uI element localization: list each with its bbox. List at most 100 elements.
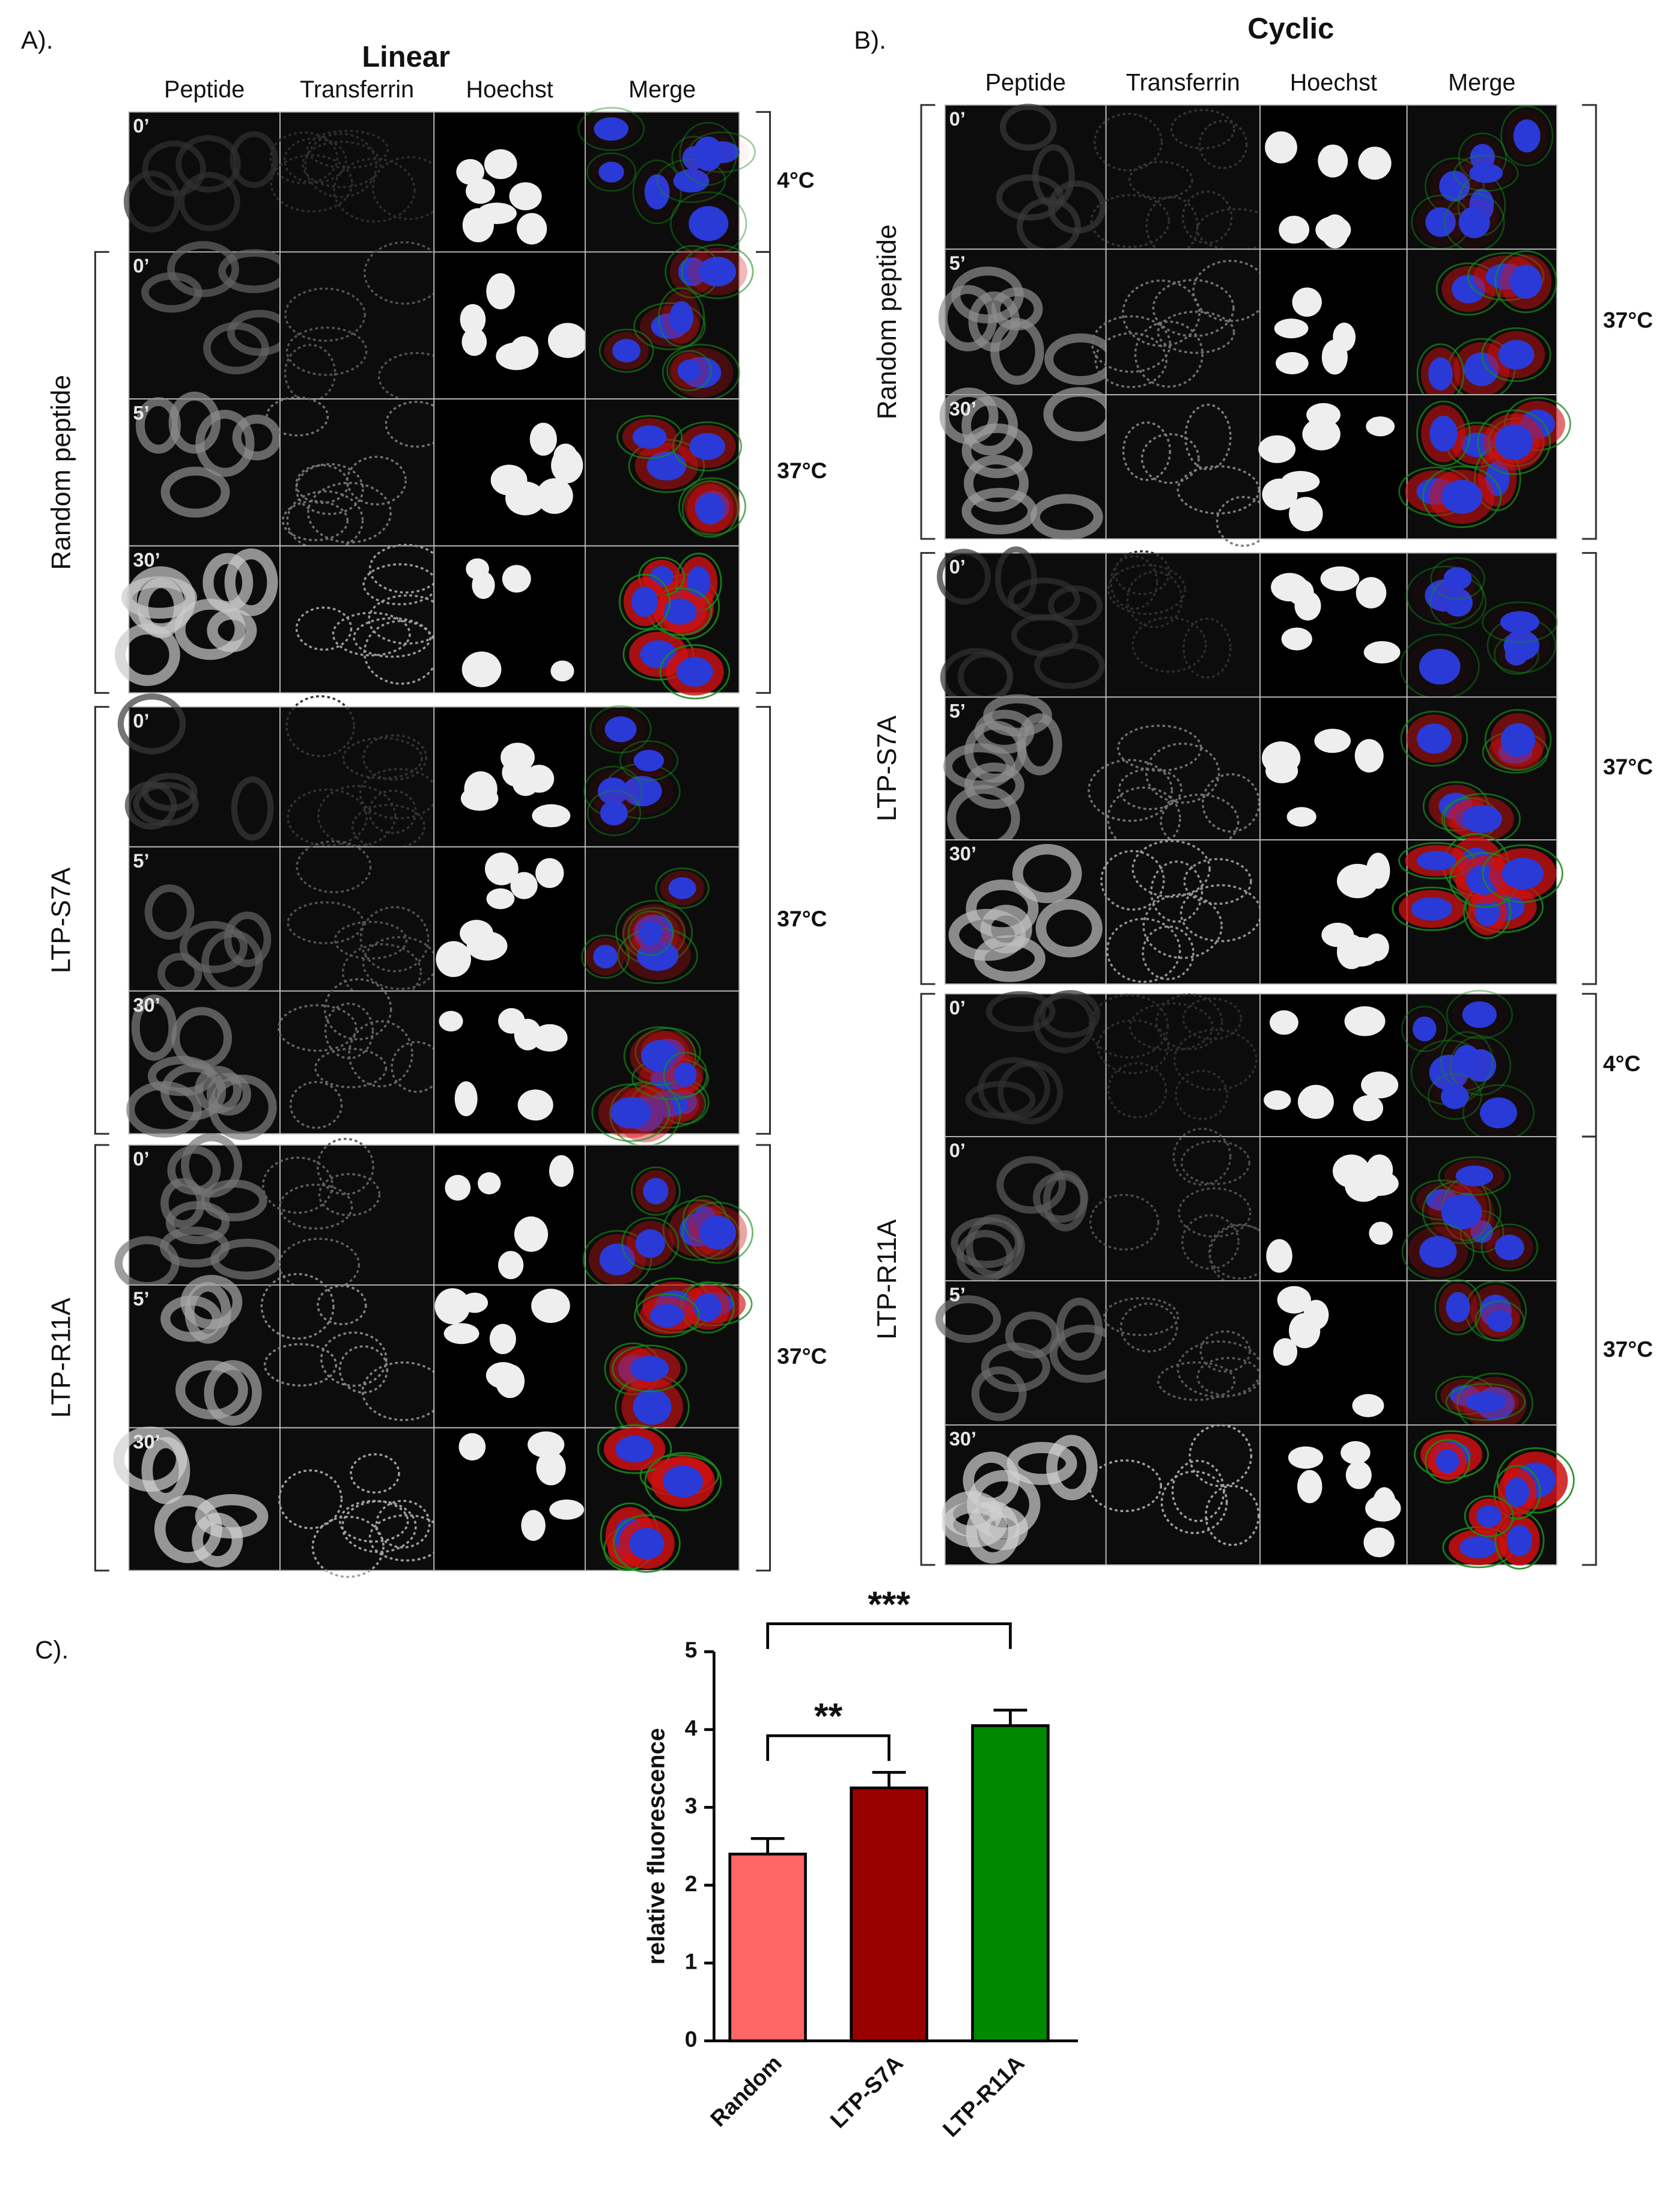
temperature-label: 37°C: [1603, 1336, 1653, 1361]
nucleus: [485, 852, 519, 886]
micrograph: [1259, 104, 1408, 250]
cell: [204, 1360, 262, 1426]
cell: [1033, 992, 1095, 1054]
nucleus: [1366, 416, 1395, 437]
cell-outline: [1494, 250, 1557, 314]
nucleus: [1500, 611, 1539, 634]
cell: [999, 103, 1057, 151]
y-axis-label: relative fluorescence: [644, 1728, 670, 1965]
cell-outline: [1128, 1002, 1214, 1051]
cell-outline: [1424, 1439, 1470, 1484]
nucleus: [549, 1500, 585, 1520]
cell: [160, 1226, 230, 1268]
cell-outline: [663, 1051, 708, 1098]
nucleus: [677, 359, 701, 382]
micrograph: [1259, 1280, 1408, 1426]
micrograph: [1259, 1136, 1408, 1281]
nucleus: [514, 1018, 541, 1051]
nucleus: [677, 657, 713, 687]
cell: [996, 174, 1064, 221]
cell: [168, 391, 221, 454]
micrograph: [113, 1426, 281, 1572]
micrograph: [585, 398, 746, 547]
nucleus: [1289, 1313, 1321, 1349]
nucleus: [529, 422, 557, 456]
cell-outline: [1110, 555, 1158, 610]
nucleus: [549, 1155, 574, 1187]
nucleus: [1276, 352, 1309, 375]
micrograph: [1258, 394, 1408, 539]
nucleus: [484, 149, 517, 180]
nucleus: [1502, 857, 1544, 890]
cell: [117, 693, 186, 755]
cell-outline: [586, 789, 642, 836]
cell-outline: [1181, 190, 1233, 245]
time-label: 0’: [949, 1139, 966, 1161]
cell-outline: [1131, 616, 1207, 673]
cell: [175, 135, 241, 193]
micrograph: [128, 241, 292, 400]
micrograph: [433, 990, 586, 1135]
cell-outline: [581, 934, 630, 979]
nucleus: [485, 1362, 521, 1389]
cell-outline: [1188, 1424, 1253, 1487]
group-bracket: [94, 706, 109, 1135]
cell: [973, 935, 1045, 982]
micrograph-background: [279, 1144, 435, 1286]
cell-outline: [586, 152, 637, 192]
micrograph: [939, 387, 1116, 540]
nucleus: [1320, 566, 1360, 591]
nucleus: [1345, 1461, 1372, 1489]
micrograph: [1259, 1424, 1408, 1566]
x-tick-label: Random: [705, 2050, 787, 2132]
cell: [1056, 1297, 1103, 1361]
nucleus: [650, 1304, 684, 1328]
nucleus: [439, 1010, 463, 1032]
micrograph: [128, 391, 282, 547]
micrograph: [577, 107, 756, 256]
micrograph: [1406, 1279, 1557, 1435]
nucleus: [1462, 804, 1502, 833]
micrograph: [279, 695, 439, 850]
micrograph: [585, 990, 740, 1147]
nucleus: [1292, 287, 1322, 317]
nucleus: [532, 804, 571, 828]
nucleus: [1419, 1236, 1457, 1268]
cell-outline: [304, 132, 377, 198]
micrograph: [585, 1277, 753, 1440]
nucleus: [536, 1451, 566, 1486]
nucleus: [1354, 739, 1384, 773]
cell: [141, 272, 202, 313]
micrograph: [944, 1136, 1107, 1283]
significance-label: ***: [868, 1584, 910, 1624]
nucleus: [1264, 1090, 1291, 1110]
cell: [1032, 1172, 1089, 1223]
cell-outline: [1400, 710, 1468, 767]
group-label: LTP-R11A: [872, 1219, 902, 1339]
cell-outline: [1107, 1062, 1167, 1119]
cell-outline: [681, 480, 739, 538]
micrograph: [433, 251, 588, 400]
nucleus: [461, 327, 487, 356]
nucleus: [517, 213, 547, 245]
nucleus: [458, 1433, 486, 1460]
micrograph-background: [279, 398, 435, 547]
micrograph: [1392, 833, 1563, 985]
cell-outline: [1434, 1279, 1482, 1336]
cell-outline: [346, 455, 407, 506]
cell-outline: [1199, 1330, 1251, 1373]
nucleus: [1352, 1394, 1384, 1417]
nucleus: [1443, 567, 1472, 590]
cell: [964, 455, 1029, 512]
nucleus: [1441, 1194, 1482, 1230]
cell-outline: [1114, 550, 1170, 595]
micrograph: [1406, 104, 1557, 252]
nucleus: [460, 304, 486, 335]
nucleus: [673, 169, 710, 193]
cell: [201, 1179, 267, 1222]
column-header: Merge: [1448, 69, 1515, 96]
time-label: 30’: [949, 397, 976, 419]
cell: [179, 920, 248, 973]
